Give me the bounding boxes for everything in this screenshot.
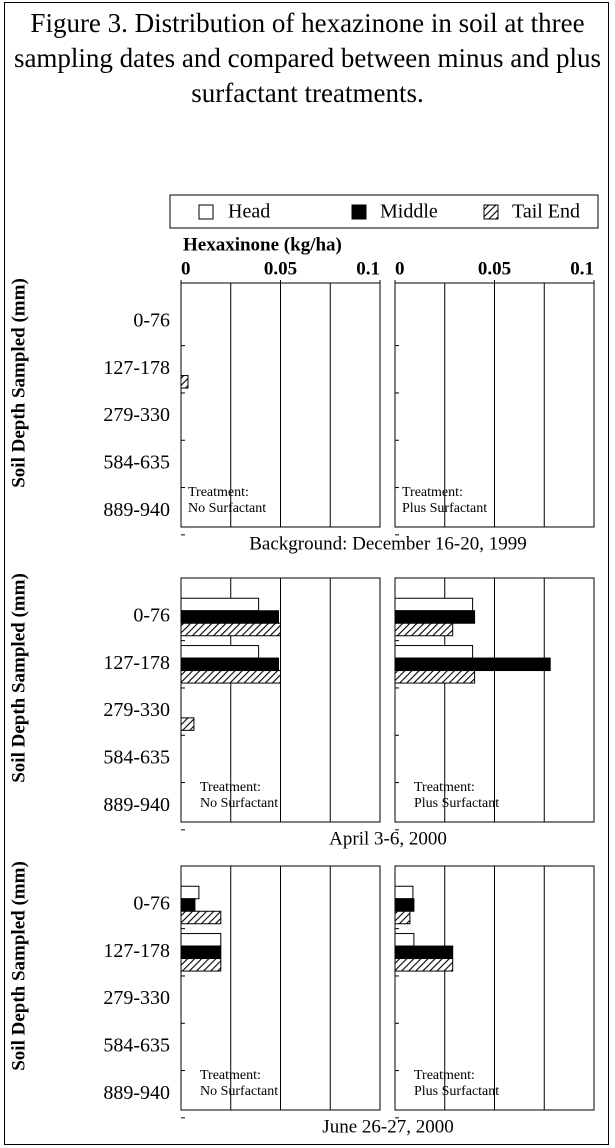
x-tick-label: 0 <box>395 258 405 279</box>
y-axis-label: Soil Depth Sampled (mm) <box>8 278 29 488</box>
y-tick-label: 127-178 <box>103 940 170 962</box>
x-tick-label: 0.05 <box>478 258 511 279</box>
x-tick-label: 0.1 <box>570 258 594 279</box>
y-tick-label: 279-330 <box>103 699 170 721</box>
bar <box>180 898 196 912</box>
bar <box>394 910 411 925</box>
bar <box>394 645 474 659</box>
x-tick-label: 0.1 <box>356 258 380 279</box>
y-tick-label: 127-178 <box>103 357 170 379</box>
row-caption: June 26-27, 2000 <box>322 1116 453 1137</box>
figure-title: Figure 3. Distribution of hexazinone in … <box>13 8 602 108</box>
annotation: Treatment: <box>402 485 463 500</box>
bar <box>180 610 280 624</box>
annotation: Treatment: <box>414 780 475 795</box>
bar <box>394 657 551 672</box>
bar <box>180 910 222 925</box>
bar <box>180 622 281 637</box>
legend-swatch <box>483 204 499 220</box>
y-tick-label: 279-330 <box>103 404 170 426</box>
bar <box>394 622 454 637</box>
bar <box>180 945 222 960</box>
annotation: No Surfactant <box>200 796 278 811</box>
annotation: Plus Surfactant <box>414 1084 499 1099</box>
y-tick-label: 584-635 <box>103 451 170 473</box>
bar <box>394 898 415 912</box>
bar <box>180 717 195 731</box>
row-caption: April 3-6, 2000 <box>329 828 447 849</box>
y-tick-label: 889-940 <box>103 499 170 521</box>
y-axis-label: Soil Depth Sampled (mm) <box>8 861 29 1071</box>
legend-swatch <box>351 204 367 220</box>
annotation: Treatment: <box>188 485 249 500</box>
bar <box>180 885 200 900</box>
y-tick-label: 0-76 <box>133 310 170 332</box>
legend-box <box>169 194 599 229</box>
x-tick-label: 0 <box>181 258 191 279</box>
legend-label: Middle <box>380 201 438 223</box>
bar <box>394 610 476 624</box>
bar <box>180 375 189 389</box>
bar <box>180 645 260 659</box>
annotation: No Surfactant <box>200 1084 278 1099</box>
bar <box>394 945 454 960</box>
y-tick-label: 127-178 <box>103 652 170 674</box>
y-tick-label: 0-76 <box>133 893 170 915</box>
bar <box>180 933 222 947</box>
legend-label: Head <box>228 201 270 223</box>
annotation: Treatment: <box>414 1068 475 1083</box>
bar <box>394 597 474 612</box>
y-tick-label: 584-635 <box>103 746 170 768</box>
annotation: Treatment: <box>200 780 261 795</box>
x-tick-label: 0.05 <box>264 258 297 279</box>
bar <box>180 670 281 684</box>
y-tick-label: 0-76 <box>133 605 170 627</box>
y-tick-label: 279-330 <box>103 987 170 1009</box>
annotation: No Surfactant <box>188 501 266 516</box>
bar <box>394 885 414 900</box>
annotation: Plus Surfactant <box>402 501 487 516</box>
bar <box>394 958 454 972</box>
figure-frame <box>4 2 609 1145</box>
bar <box>180 958 222 972</box>
y-axis-label: Soil Depth Sampled (mm) <box>8 573 29 783</box>
bar <box>394 933 415 947</box>
legend-label: Tail End <box>512 201 580 223</box>
y-tick-label: 584-635 <box>103 1034 170 1056</box>
y-tick-label: 889-940 <box>103 1082 170 1104</box>
annotation: Treatment: <box>200 1068 261 1083</box>
annotation: Plus Surfactant <box>414 796 499 811</box>
bar <box>180 657 280 672</box>
y-tick-label: 889-940 <box>103 794 170 816</box>
bar <box>394 670 476 684</box>
x-axis-label: Hexaxinone (kg/ha) <box>183 234 342 255</box>
bar <box>180 597 260 612</box>
row-caption: Background: December 16-20, 1999 <box>249 533 527 554</box>
legend-swatch <box>198 204 214 220</box>
